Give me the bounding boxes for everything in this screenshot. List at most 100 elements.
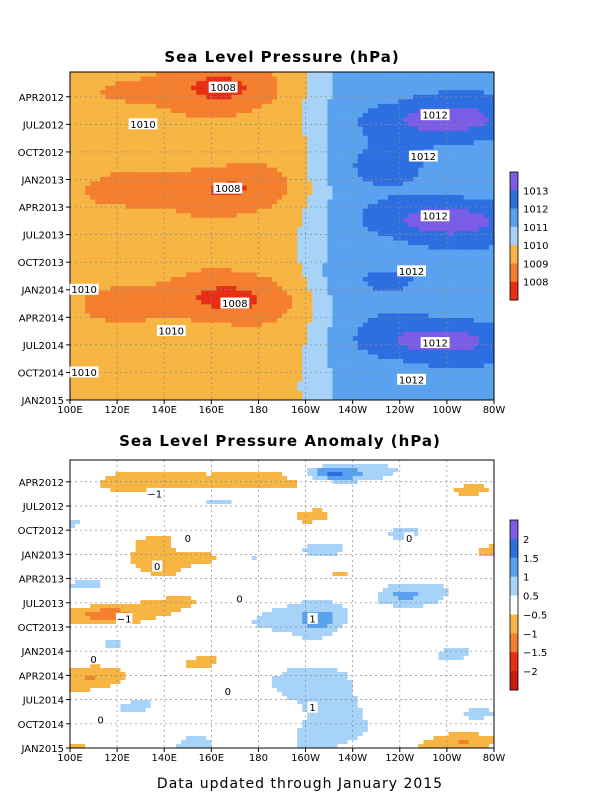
field-cell — [266, 286, 273, 292]
field-cell — [413, 190, 419, 196]
field-cell — [216, 167, 222, 173]
field-cell — [266, 140, 273, 146]
field-cell — [115, 122, 121, 128]
field-cell — [312, 167, 318, 173]
field-cell — [160, 131, 167, 137]
field-cell — [196, 90, 202, 96]
field-cell — [155, 217, 162, 223]
field-cell — [135, 322, 142, 328]
field-cell — [408, 135, 414, 141]
field-cell — [282, 258, 288, 264]
field-cell — [342, 258, 348, 264]
field-cell — [160, 245, 167, 251]
field-cell — [307, 290, 313, 296]
field-cell — [377, 154, 384, 159]
field-cell — [398, 117, 404, 123]
field-cell — [176, 217, 182, 223]
field-cell — [297, 185, 303, 191]
field-cell — [226, 267, 232, 273]
field-cell — [393, 272, 399, 278]
field-cell — [110, 331, 116, 337]
field-cell — [155, 181, 162, 187]
field-cell — [120, 281, 126, 287]
field-cell — [80, 322, 86, 328]
field-cell — [75, 103, 81, 109]
field-cell — [160, 336, 167, 342]
field-cell — [85, 308, 91, 314]
field-cell — [398, 131, 404, 137]
field-cell — [226, 272, 232, 278]
field-cell — [201, 108, 207, 114]
field-cell — [100, 254, 106, 260]
field-cell — [478, 327, 485, 333]
field-cell — [297, 286, 303, 292]
field-cell — [110, 85, 116, 91]
field-cell — [176, 231, 182, 237]
field-cell — [186, 149, 192, 155]
field-cell — [307, 195, 313, 200]
field-cell — [488, 172, 495, 178]
field-cell — [483, 299, 490, 305]
field-cell — [433, 254, 439, 260]
field-cell — [221, 277, 227, 282]
field-cell — [347, 131, 354, 137]
field-cell — [145, 135, 152, 141]
field-cell — [488, 117, 495, 123]
field-cell — [322, 135, 328, 141]
field-cell — [388, 90, 394, 96]
field-cell — [246, 185, 253, 191]
field-cell — [292, 272, 298, 278]
field-cell — [388, 99, 394, 105]
field-cell — [271, 245, 278, 251]
field-cell — [393, 185, 399, 191]
field-cell — [292, 290, 298, 296]
field-cell — [271, 308, 278, 314]
field-cell — [246, 308, 253, 314]
field-cell — [125, 131, 131, 137]
field-cell — [443, 135, 449, 141]
field-cell — [256, 113, 263, 118]
field-cell — [377, 313, 384, 319]
field-cell — [453, 263, 460, 269]
field-cell — [90, 231, 96, 237]
field-cell — [150, 327, 157, 333]
field-cell — [100, 99, 106, 105]
field-cell — [271, 267, 278, 273]
field-cell — [307, 331, 313, 337]
field-cell — [196, 258, 202, 264]
field-cell — [256, 340, 263, 346]
field-cell — [322, 99, 328, 105]
field-cell — [463, 336, 470, 342]
field-cell — [276, 263, 283, 269]
field-cell — [488, 318, 495, 323]
field-cell — [186, 204, 192, 210]
field-cell — [226, 236, 232, 241]
field-cell — [362, 126, 369, 132]
field-cell — [438, 204, 444, 210]
field-cell — [221, 213, 227, 219]
field-cell — [458, 167, 465, 173]
field-cell — [170, 340, 177, 346]
field-cell — [327, 322, 333, 328]
field-cell — [80, 158, 86, 164]
field-cell — [382, 331, 389, 337]
field-cell — [448, 272, 454, 278]
field-cell — [307, 281, 313, 287]
field-cell — [468, 144, 475, 150]
field-cell — [438, 286, 444, 292]
field-cell — [473, 295, 480, 301]
field-cell — [170, 163, 177, 169]
field-cell — [100, 281, 106, 287]
field-cell — [130, 167, 136, 173]
field-cell — [398, 213, 404, 219]
field-cell — [266, 249, 273, 255]
field-cell — [160, 308, 167, 314]
field-cell — [201, 144, 207, 150]
field-cell — [322, 140, 328, 146]
field-cell — [458, 140, 465, 146]
field-cell — [347, 313, 354, 319]
field-cell — [317, 286, 323, 292]
field-cell — [130, 336, 136, 342]
field-cell — [75, 140, 81, 146]
field-cell — [95, 199, 101, 205]
